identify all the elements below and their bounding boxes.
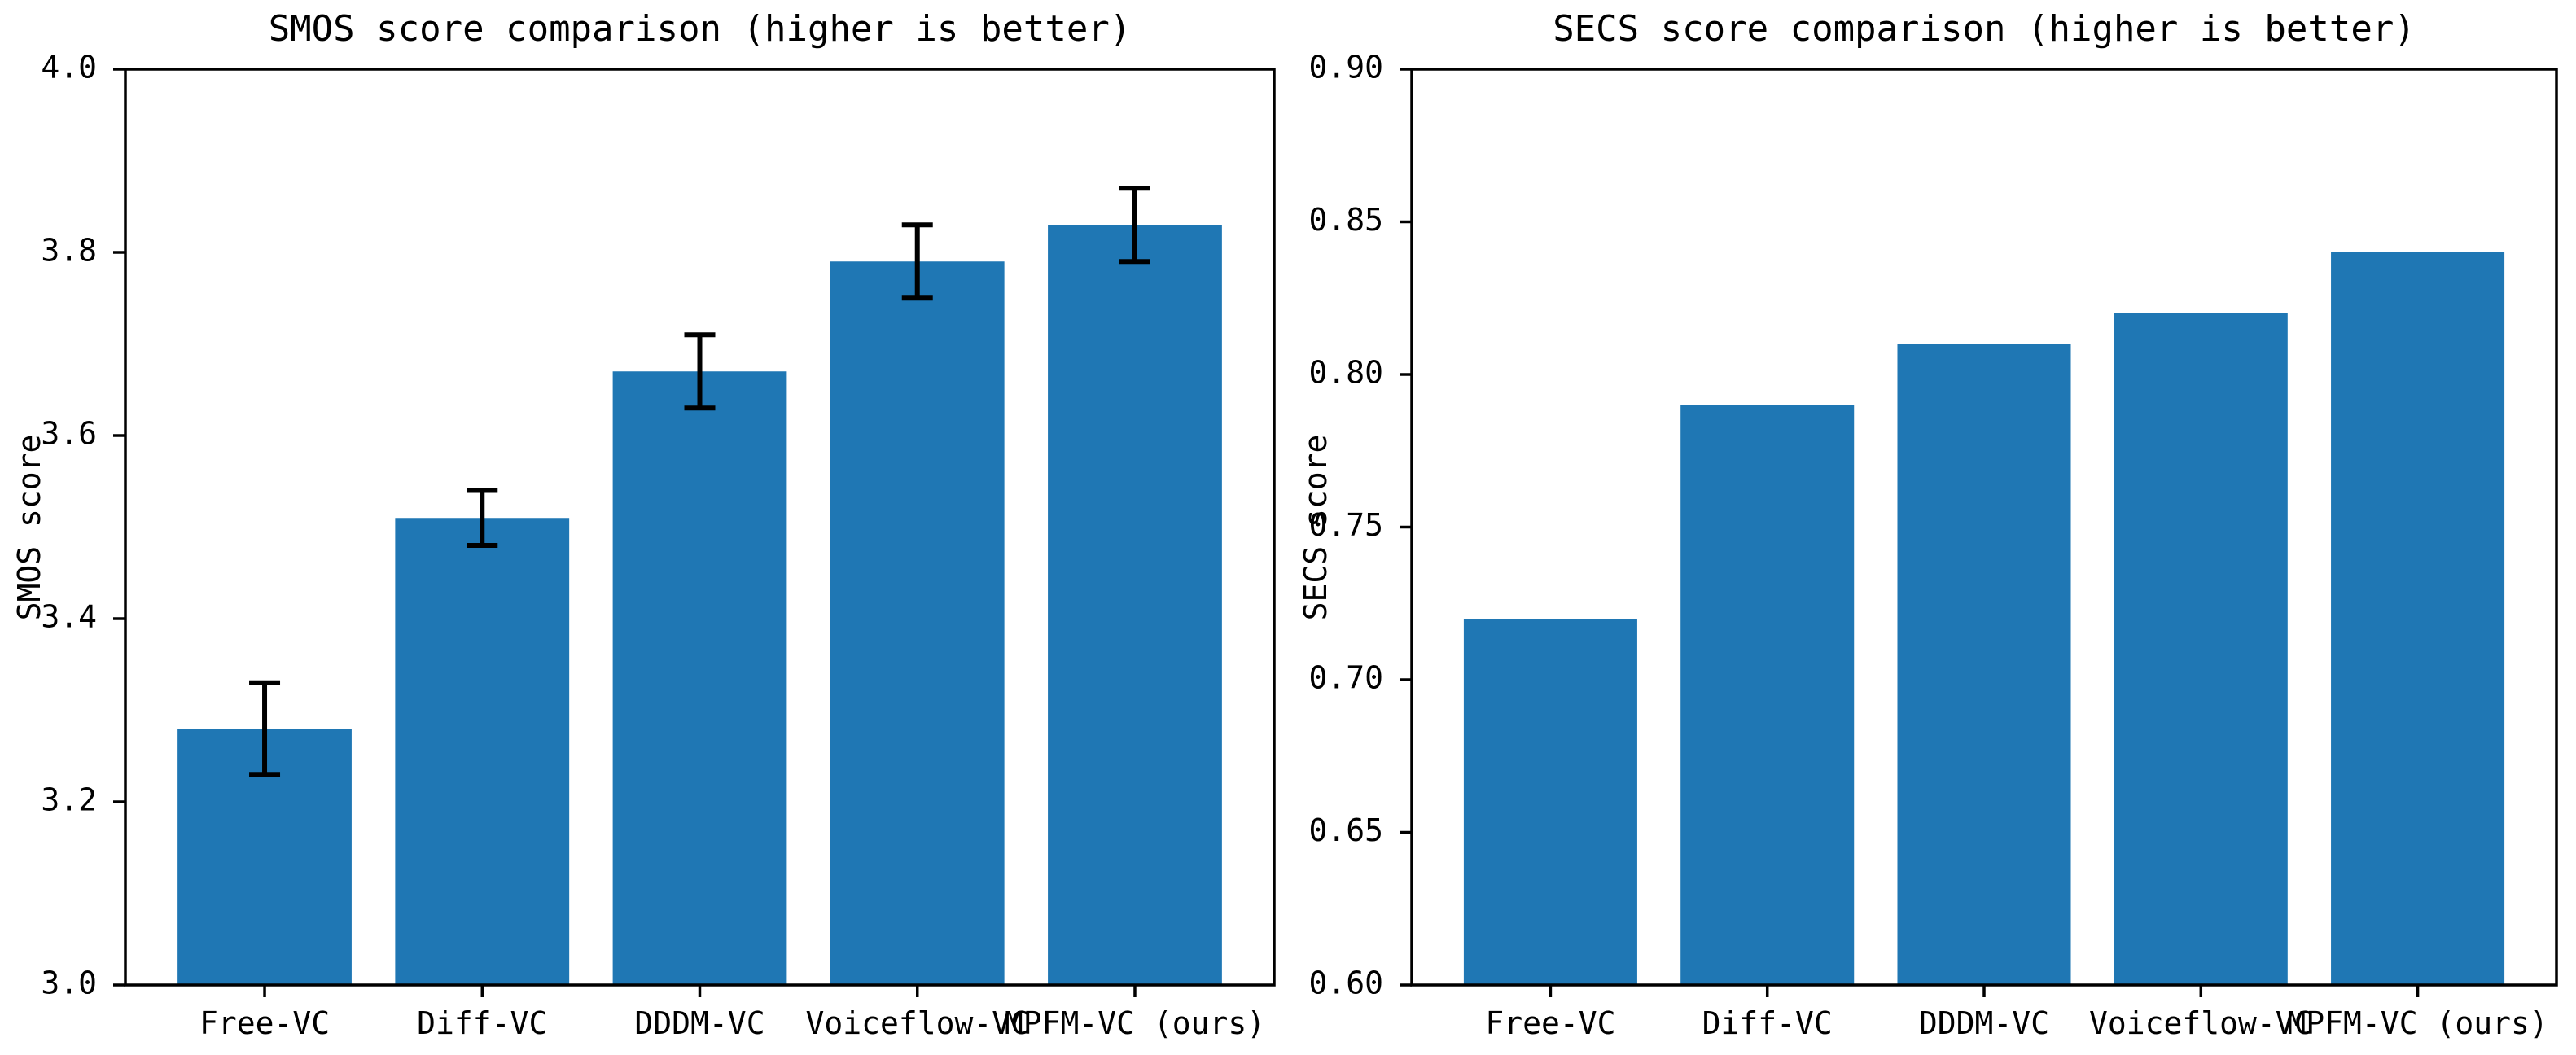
x-tick-label: DDDM-VC: [1919, 1005, 2049, 1041]
x-tick-label: Voiceflow-VC: [2089, 1005, 2313, 1041]
x-tick-label: Diff-VC: [1702, 1005, 1833, 1041]
bar-diff-vc: [1680, 405, 1855, 985]
y-tick-label: 4.0: [41, 50, 97, 85]
x-tick-label: DDDM-VC: [634, 1005, 764, 1041]
y-tick-label: 3.0: [41, 965, 97, 1001]
bar-voiceflow-vc: [830, 261, 1005, 985]
bar-mpfm-vc-ours: [2331, 252, 2505, 985]
x-tick-label: Free-VC: [1485, 1005, 1615, 1041]
y-tick-label: 0.75: [1308, 507, 1383, 543]
bar-dddm-vc: [612, 371, 787, 985]
y-tick-label: 0.60: [1308, 965, 1383, 1001]
y-tick-label: 3.2: [41, 782, 97, 818]
y-tick-label: 0.70: [1308, 660, 1383, 696]
x-tick-label: MPFM-VC (ours): [1005, 1005, 1265, 1041]
secs-chart: 0.60 0.65 0.70 0.75 0.80 0.85 0.90 Free-VC Diff-…: [1308, 50, 2558, 1041]
smos-y-axis-label: SMOS score: [11, 434, 47, 620]
bar-dddm-vc: [1897, 344, 2071, 985]
error-bar-dddm-vc: [684, 332, 716, 411]
y-tick-label: 3.6: [41, 416, 97, 452]
smos-chart-title: SMOS score comparison (higher is better): [268, 8, 1132, 50]
y-tick-label: 0.65: [1308, 812, 1383, 848]
error-bar-diff-vc: [467, 488, 498, 548]
y-tick-label: 0.85: [1308, 202, 1383, 238]
y-tick-label: 3.4: [41, 599, 97, 635]
bar-voiceflow-vc: [2114, 313, 2288, 985]
secs-chart-title: SECS score comparison (higher is better): [1553, 8, 2416, 50]
bar-free-vc: [1463, 619, 1637, 985]
x-tick-label: Voiceflow-VC: [805, 1005, 1029, 1041]
x-tick-label: MPFM-VC (ours): [2287, 1005, 2548, 1041]
y-tick-label: 0.90: [1308, 50, 1383, 85]
x-tick-label: Diff-VC: [417, 1005, 547, 1041]
bar-diff-vc: [395, 518, 570, 985]
secs-y-axis-label: SECS score: [1298, 434, 1334, 620]
y-tick-label: 3.8: [41, 233, 97, 269]
error-bar-free-vc: [249, 680, 281, 777]
smos-chart: 3.0 3.2 3.4 3.6 3.8 4.0 Free-VC Diff-VC DDDM-VC V…: [41, 50, 1276, 1041]
bar-mpfm-vc-ours: [1048, 225, 1222, 985]
error-bar-voiceflow-vc: [901, 222, 933, 301]
error-bar-mpfm-vc-ours: [1119, 186, 1150, 265]
y-tick-label: 0.80: [1308, 355, 1383, 391]
x-tick-label: Free-VC: [199, 1005, 330, 1041]
